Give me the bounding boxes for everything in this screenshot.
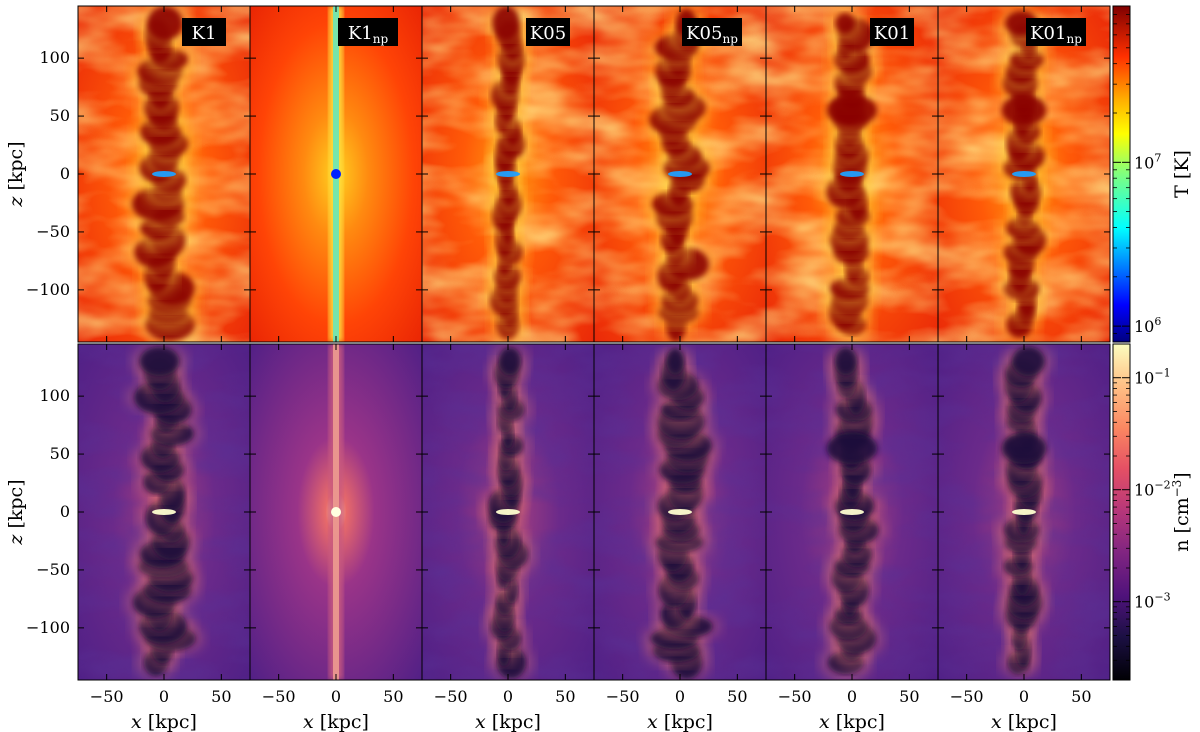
x-axis-label: x [kpc] [475, 711, 541, 732]
colorbar-tick-label: 10−2 [1134, 479, 1171, 500]
x-tick-label: 0 [1019, 687, 1029, 706]
colorbar-label-density: n [cm−3] [1170, 472, 1193, 551]
colorbar-tick-label: 10−1 [1134, 367, 1171, 388]
y-tick-label: 100 [39, 386, 70, 405]
panel-temperature-K05 [422, 6, 594, 342]
panel-density-K1 [78, 344, 250, 680]
y-tick-label: 50 [50, 106, 70, 125]
x-tick-label: 0 [331, 687, 341, 706]
panel-temperature-K01 [766, 6, 938, 342]
y-axis-label: z [kpc] [5, 141, 27, 207]
panel-density-K01 [766, 344, 938, 680]
x-tick-label: −50 [950, 687, 984, 706]
x-tick-label: 0 [503, 687, 513, 706]
panel-label-box [870, 18, 914, 46]
panel-density-K05np [594, 344, 766, 680]
y-tick-label: 0 [60, 502, 70, 521]
panel-label-box [1026, 18, 1086, 46]
x-tick-label: 50 [383, 687, 403, 706]
x-tick-label: −50 [778, 687, 812, 706]
x-axis-label: x [kpc] [131, 711, 197, 732]
panel-temperature-K01np [938, 6, 1110, 342]
y-tick-label: −50 [36, 222, 70, 241]
x-axis-label: x [kpc] [647, 711, 713, 732]
panel-temperature-K1np [250, 6, 422, 342]
y-tick-label: 50 [50, 444, 70, 463]
y-tick-label: 0 [60, 164, 70, 183]
x-tick-label: −50 [606, 687, 640, 706]
panel-density-K01np [938, 344, 1110, 680]
x-tick-label: −50 [262, 687, 296, 706]
x-tick-label: 50 [1071, 687, 1091, 706]
panel-label-K1: K1 [192, 23, 217, 44]
y-tick-label: −50 [36, 560, 70, 579]
panel-label-box [526, 18, 570, 46]
x-tick-label: 0 [847, 687, 857, 706]
panel-label-K05np: K05np [686, 23, 738, 46]
x-axis-label: x [kpc] [991, 711, 1057, 732]
colorbar-tick-label: 10−3 [1134, 591, 1171, 612]
x-tick-label: 50 [555, 687, 575, 706]
y-tick-label: −100 [26, 280, 70, 299]
x-axis-label: x [kpc] [819, 711, 885, 732]
x-tick-label: 0 [159, 687, 169, 706]
colorbars-layer: 106 107 T [K] 10−3 10−2 10−1 n [cm−3] [1112, 5, 1193, 681]
panel-density-K1np [250, 344, 422, 680]
axes-layer: K1 K1np K05 K05np K01 K01np −100 −50 0 50 100 z [kp… [5, 5, 1111, 732]
panel-temperature-K1 [78, 6, 250, 342]
colorbar-tick-label: 107 [1134, 151, 1161, 172]
y-axis-label: z [kpc] [5, 479, 27, 545]
x-tick-label: −50 [90, 687, 124, 706]
panel-temperature-K05np [594, 6, 766, 342]
panel-label-box [682, 18, 742, 46]
panel-label-K01: K01 [874, 23, 910, 44]
x-tick-label: 50 [211, 687, 231, 706]
y-tick-label: −100 [26, 618, 70, 637]
colorbar-tick-label: 106 [1134, 315, 1161, 336]
x-tick-label: 50 [727, 687, 747, 706]
colorbar-label-temperature: T [K] [1171, 150, 1193, 198]
x-tick-label: 50 [899, 687, 919, 706]
colorbar-density: 10−3 10−2 10−1 n [cm−3] [1112, 343, 1193, 681]
x-tick-label: −50 [434, 687, 468, 706]
y-tick-label: 100 [39, 48, 70, 67]
colorbar-temperature: 106 107 T [K] [1112, 5, 1193, 343]
x-axis-label: x [kpc] [303, 711, 369, 732]
panel-label-K05: K05 [530, 23, 566, 44]
panel-label-K1np: K1np [348, 23, 389, 46]
panels-layer [78, 6, 1110, 680]
panel-label-box [182, 18, 226, 46]
panel-label-K01np: K01np [1030, 23, 1082, 46]
panel-density-K05 [422, 344, 594, 680]
panel-label-box [338, 18, 398, 46]
x-tick-label: 0 [675, 687, 685, 706]
